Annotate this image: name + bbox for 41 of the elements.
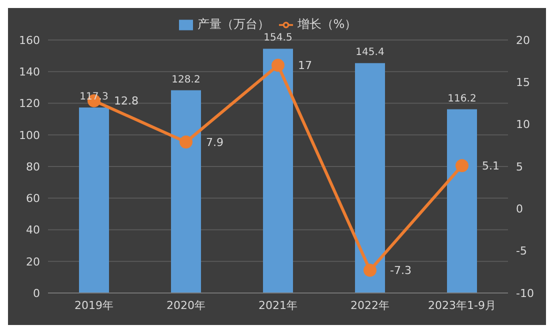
- y2-tick-label: -5: [516, 244, 527, 258]
- data-label: 128.2: [172, 74, 200, 86]
- x-tick-label: 2020年: [166, 298, 206, 312]
- legend-label: 产量（万台）: [197, 17, 270, 31]
- legend-label: 增长（%）: [297, 17, 357, 31]
- data-label: -7.3: [390, 264, 412, 278]
- y2-tick-label: 0: [516, 202, 523, 216]
- point: [180, 136, 192, 149]
- bar: [79, 108, 109, 293]
- y2-tick-label: -10: [516, 286, 534, 300]
- x-tick-label: 2022年: [350, 298, 390, 312]
- data-label: 154.5: [264, 32, 292, 44]
- y-tick-label: 160: [19, 34, 40, 47]
- data-label: 12.8: [114, 94, 138, 108]
- y-tick-label: 60: [26, 192, 40, 206]
- bar: [447, 109, 477, 293]
- y2-tick-label: 10: [516, 118, 530, 132]
- y2-tick-label: 5: [516, 160, 523, 174]
- y2-tick-label: 15: [516, 76, 530, 90]
- y-tick-label: 40: [26, 224, 40, 237]
- y-tick-label: 0: [33, 286, 40, 300]
- data-label: 145.4: [356, 47, 384, 58]
- x-tick-label: 2019年: [74, 298, 114, 312]
- bar: [355, 63, 385, 293]
- y-tick-label: 20: [26, 255, 40, 268]
- point: [272, 58, 284, 72]
- x-tick-label: 2023年1-9月: [428, 298, 496, 312]
- y-tick-label: 100: [19, 128, 40, 142]
- y-tick-label: 140: [19, 66, 40, 79]
- x-tick-label: 2021年: [258, 298, 298, 312]
- point: [364, 264, 376, 277]
- data-label: 17: [298, 59, 312, 72]
- bar: [171, 90, 201, 293]
- data-label: 7.9: [206, 136, 224, 149]
- bar: [263, 48, 293, 293]
- point: [456, 159, 468, 172]
- data-label: 116.2: [448, 93, 476, 104]
- y-tick-label: 80: [26, 160, 40, 174]
- y2-tick-label: 20: [516, 34, 530, 47]
- y-tick-label: 120: [19, 97, 40, 110]
- data-label: 5.1: [482, 160, 500, 173]
